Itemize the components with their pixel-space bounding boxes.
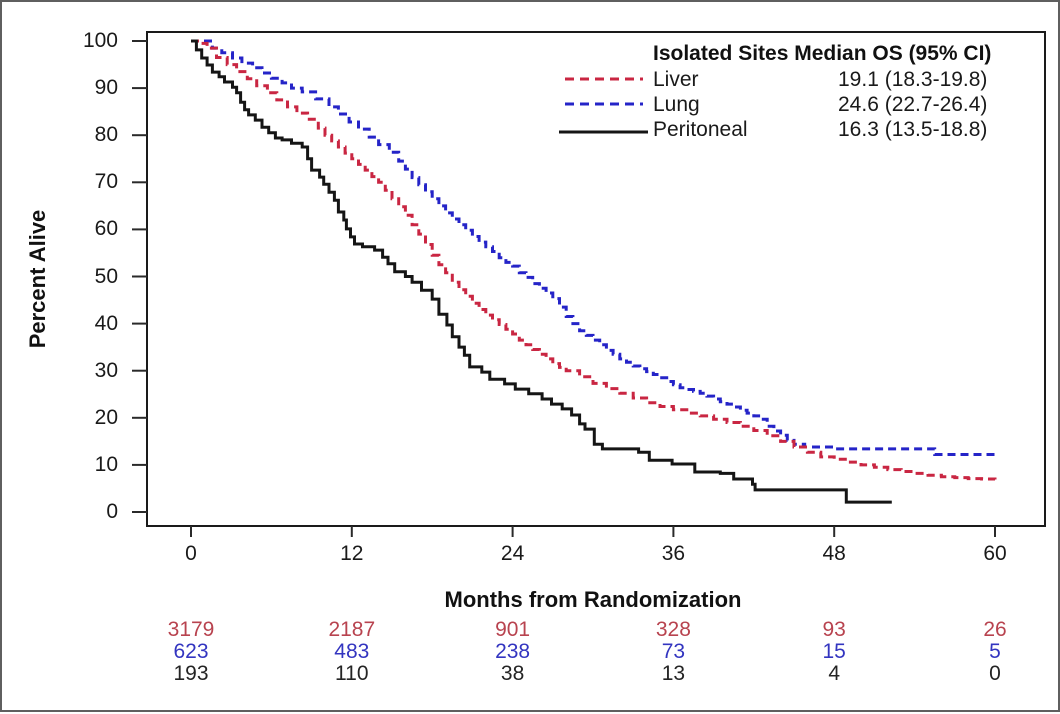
at-risk-value-lung: 5 bbox=[989, 640, 1001, 663]
y-tick-label: 30 bbox=[94, 358, 118, 382]
legend-median-peritoneal: 16.3 (13.5-18.8) bbox=[838, 118, 988, 141]
legend-header: Isolated Sites Median OS (95% CI) bbox=[653, 42, 992, 65]
survival-curve-liver bbox=[191, 39, 997, 481]
y-tick-label: 20 bbox=[94, 405, 118, 429]
at-risk-value-liver: 2187 bbox=[328, 618, 376, 641]
y-tick-label: 40 bbox=[94, 311, 118, 335]
y-axis-title: Percent Alive bbox=[25, 209, 50, 349]
y-tick-label: 50 bbox=[94, 264, 118, 288]
legend-label-peritoneal: Peritoneal bbox=[653, 118, 748, 141]
at-risk-value-peritoneal: 13 bbox=[661, 662, 686, 685]
at-risk-value-peritoneal: 38 bbox=[500, 662, 525, 685]
y-tick-label: 60 bbox=[94, 217, 118, 241]
legend-median-lung: 24.6 (22.7-26.4) bbox=[838, 93, 988, 116]
at-risk-value-peritoneal: 110 bbox=[335, 662, 369, 685]
legend-label-liver: Liver bbox=[653, 68, 699, 91]
at-risk-value-lung: 238 bbox=[495, 640, 531, 663]
y-tick-label: 0 bbox=[106, 500, 118, 523]
x-tick-label: 0 bbox=[185, 542, 197, 565]
y-tick-label: 10 bbox=[94, 452, 118, 476]
survival-curve-peritoneal bbox=[191, 39, 892, 504]
at-risk-value-lung: 623 bbox=[173, 640, 209, 663]
at-risk-value-liver: 93 bbox=[822, 618, 846, 641]
at-risk-value-peritoneal: 193 bbox=[173, 662, 209, 685]
at-risk-value-liver: 26 bbox=[983, 618, 1007, 641]
x-tick-label: 12 bbox=[340, 542, 364, 565]
legend-median-liver: 19.1 (18.3-19.8) bbox=[838, 68, 988, 91]
at-risk-value-liver: 901 bbox=[495, 618, 531, 641]
at-risk-value-liver: 328 bbox=[655, 618, 691, 641]
at-risk-value-lung: 73 bbox=[661, 640, 686, 663]
legend-label-lung: Lung bbox=[653, 93, 700, 116]
x-tick-label: 48 bbox=[822, 542, 846, 565]
y-tick-label: 100 bbox=[82, 29, 118, 52]
survival-curve-lung bbox=[191, 39, 995, 456]
y-tick-label: 90 bbox=[94, 76, 118, 100]
at-risk-value-lung: 483 bbox=[334, 640, 370, 663]
x-tick-label: 60 bbox=[983, 542, 1007, 565]
at-risk-value-peritoneal: 4 bbox=[828, 662, 841, 685]
at-risk-value-lung: 15 bbox=[822, 640, 846, 663]
x-axis-title: Months from Randomization bbox=[444, 587, 742, 612]
plot-frame bbox=[146, 31, 1046, 527]
y-tick-label: 80 bbox=[94, 123, 118, 147]
x-tick-label: 24 bbox=[500, 542, 525, 565]
at-risk-value-peritoneal: 0 bbox=[989, 662, 1001, 685]
y-tick-label: 70 bbox=[94, 170, 118, 194]
at-risk-value-liver: 3179 bbox=[167, 618, 215, 641]
x-tick-label: 36 bbox=[661, 542, 686, 565]
